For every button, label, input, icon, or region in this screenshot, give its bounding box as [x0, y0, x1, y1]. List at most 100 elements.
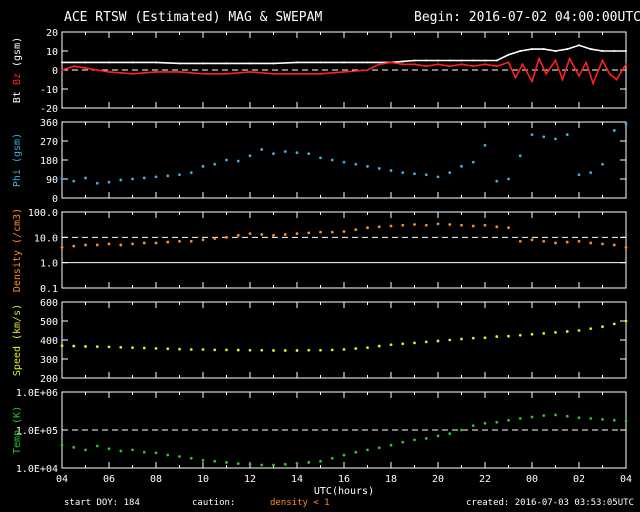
xtick-label: 20: [432, 474, 444, 485]
density-point: [542, 239, 546, 243]
phi-point: [483, 143, 487, 147]
density-point: [295, 232, 299, 236]
mag-point: [448, 65, 451, 68]
density-point: [201, 238, 205, 242]
phi-point: [295, 151, 299, 155]
mag-point: [425, 65, 428, 68]
temp-point: [377, 446, 381, 450]
phi-point: [307, 152, 311, 156]
mag-point: [484, 63, 486, 66]
density-point: [460, 223, 463, 227]
density-point: [84, 243, 87, 247]
phi-point: [507, 177, 510, 181]
speed-point: [483, 336, 487, 340]
mag-ylabel-part: Bz: [12, 73, 23, 91]
xtick-label: 22: [479, 474, 491, 485]
phi-ytick-label: 360: [40, 118, 58, 129]
temp-point: [495, 420, 499, 424]
temp-point: [60, 443, 64, 447]
mag-point: [155, 61, 157, 64]
xtick-label: 12: [244, 474, 256, 485]
density-point: [507, 226, 510, 230]
temp-point: [307, 461, 311, 464]
mag-point: [249, 70, 251, 73]
temp-point: [530, 415, 534, 419]
mag-point: [578, 44, 580, 47]
phi-point: [201, 164, 205, 168]
phi-point: [530, 133, 534, 137]
temp-point: [518, 417, 522, 420]
density-point: [342, 230, 346, 233]
speed-point: [283, 349, 287, 352]
phi-point: [354, 162, 358, 166]
density-point: [601, 242, 604, 246]
xtick-label: 16: [338, 474, 350, 485]
temp-point: [601, 418, 604, 421]
density-point: [107, 242, 111, 246]
mag-point: [343, 70, 345, 73]
temp-point: [424, 437, 428, 440]
speed-ytick-label: 500: [40, 317, 58, 328]
phi-ytick-label: 0: [52, 194, 58, 205]
density-point: [554, 241, 557, 245]
mag-point: [296, 72, 298, 75]
mag-point: [472, 65, 475, 68]
temp-point: [319, 459, 322, 463]
phi-point: [60, 177, 64, 181]
speed-point: [236, 348, 240, 352]
mag-point: [296, 61, 298, 64]
density-point: [413, 223, 416, 226]
speed-point: [554, 331, 557, 334]
density-point: [189, 239, 193, 243]
mag-point: [615, 78, 618, 81]
mag-point: [401, 63, 404, 66]
temp-point: [471, 424, 475, 428]
density-point: [236, 233, 240, 237]
mag-point: [521, 63, 524, 66]
density-point: [178, 239, 181, 243]
phi-point: [389, 169, 393, 172]
density-point: [166, 240, 170, 244]
xtick-label: 04: [620, 474, 632, 485]
phi-ytick-label: 270: [40, 137, 58, 148]
mag-point: [495, 59, 498, 62]
phi-point: [283, 150, 287, 153]
density-point: [131, 242, 134, 246]
density-point: [424, 223, 428, 227]
mag-point: [585, 61, 588, 64]
mag-point: [507, 53, 510, 56]
phi-point: [84, 176, 87, 180]
speed-point: [530, 332, 534, 336]
temp-point: [612, 418, 616, 422]
mag-point: [178, 70, 181, 73]
speed-point: [542, 331, 546, 335]
temp-point: [436, 434, 440, 438]
phi-point: [131, 177, 134, 181]
temp-point: [84, 448, 87, 452]
density-point: [612, 243, 616, 247]
speed-point: [119, 345, 123, 349]
mag-point: [601, 50, 604, 52]
mag-point: [545, 72, 548, 75]
density-point: [95, 243, 99, 247]
phi-point: [272, 152, 275, 156]
mag-ytick-label: -10: [40, 85, 58, 96]
mag-point: [495, 65, 498, 68]
mag-point: [108, 70, 110, 73]
speed-point: [60, 344, 64, 348]
mag-point: [319, 61, 322, 64]
begin-time: Begin: 2016-07-02 04:00:00UTC: [414, 10, 640, 25]
speed-point: [166, 347, 170, 351]
temp-point: [154, 451, 158, 455]
temp-point: [624, 419, 628, 423]
phi-point: [225, 158, 228, 162]
density-point: [471, 224, 475, 228]
density-point: [213, 237, 217, 240]
speed-point: [495, 335, 499, 338]
mag-point: [202, 62, 204, 65]
temp-point: [589, 417, 593, 420]
speed-ytick-label: 400: [40, 336, 58, 347]
speed-point: [307, 348, 311, 352]
density-point: [142, 241, 146, 245]
